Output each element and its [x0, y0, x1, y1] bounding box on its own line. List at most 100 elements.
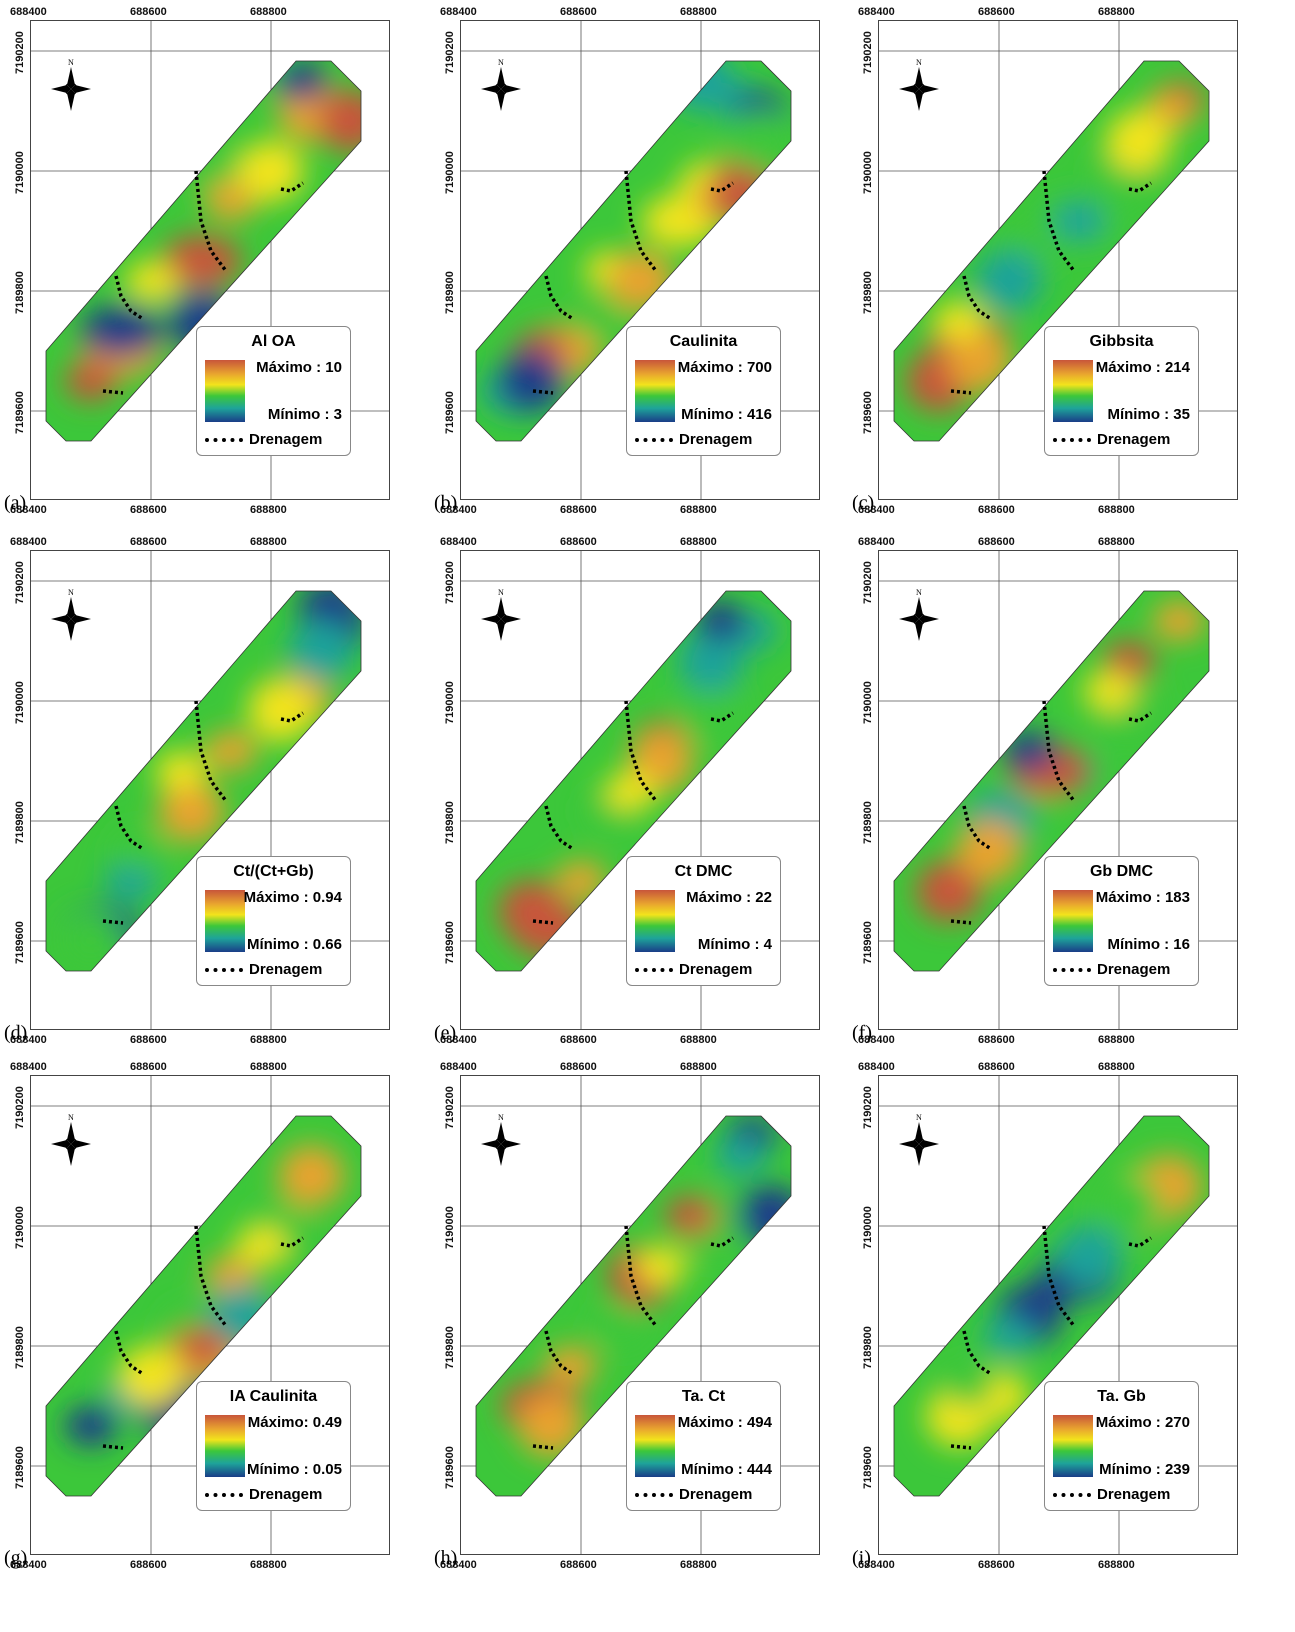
panel-letter: (a) [4, 492, 27, 514]
legend-min: Mínimo : 16 [1107, 936, 1190, 953]
drainage-lines [532, 700, 734, 925]
legend-box: IA Caulinita Máximo: 0.49 Mínimo : 0.05 Dre… [196, 1381, 351, 1511]
y-tick-label: 7190000 [14, 151, 26, 194]
map-panel: 688400 688400 688600 688600 688800 688800 7190… [0, 1055, 410, 1575]
north-arrow-icon: N [899, 1113, 939, 1166]
drainage-lines [950, 1225, 1152, 1450]
legend-title: Caulinita [669, 333, 738, 350]
legend-min: Mínimo : 239 [1099, 1461, 1190, 1478]
legend-max: Máximo : 494 [677, 1414, 772, 1431]
legend-min: Mínimo : 416 [681, 406, 772, 423]
drainage-label: Drenagem [249, 431, 323, 448]
legend-drainage: Drenagem [1053, 431, 1170, 448]
y-tick-label: 7189600 [444, 921, 456, 964]
x-tick-label: 688400 [440, 6, 477, 18]
map-frame: N Al OA Máximo : 10 Mínimo : 3 Drenagem [30, 20, 390, 500]
panel-letter: (i) [852, 1547, 871, 1569]
y-tick-label: 7190000 [444, 681, 456, 724]
drainage-lines [532, 170, 734, 395]
drainage-label: Drenagem [1097, 961, 1171, 978]
y-tick-label: 7189800 [444, 1326, 456, 1369]
drainage-label: Drenagem [249, 961, 323, 978]
map-panel: 688400 688400 688600 688600 688800 688800 7190… [848, 0, 1258, 520]
north-label: N [916, 1113, 922, 1122]
y-tick-label: 7189800 [14, 271, 26, 314]
y-tick-label: 7189600 [862, 1446, 874, 1489]
y-tick-label: 7190000 [14, 681, 26, 724]
dotted-line-icon [1053, 1493, 1091, 1498]
x-tick-label: 688800 [1098, 536, 1135, 548]
map-panel: 688400 688400 688600 688600 688800 688800 7190… [430, 530, 840, 1050]
x-tick-label: 688600 [560, 504, 597, 516]
map-canvas: N [879, 21, 1237, 499]
panel-letter: (b) [434, 492, 458, 514]
color-ramp [635, 360, 675, 422]
dotted-line-icon [635, 968, 673, 973]
legend-min: Mínimo : 35 [1107, 406, 1190, 423]
x-tick-label: 688800 [250, 1061, 287, 1073]
legend-max: Máximo : 22 [686, 889, 772, 906]
drainage-lines [950, 700, 1152, 925]
panel-letter: (f) [852, 1022, 872, 1044]
color-ramp [1053, 360, 1093, 422]
legend-max: Máximo : 270 [1095, 1414, 1190, 1431]
x-tick-label: 688400 [858, 1061, 895, 1073]
legend-min: Mínimo : 0.66 [246, 936, 342, 953]
x-tick-label: 688400 [10, 1559, 47, 1571]
x-tick-label: 688800 [250, 536, 287, 548]
north-label: N [916, 588, 922, 597]
x-tick-label: 688800 [250, 6, 287, 18]
north-label: N [498, 58, 504, 67]
drainage-lines [950, 170, 1152, 395]
x-tick-label: 688800 [680, 1034, 717, 1046]
y-tick-label: 7189800 [862, 1326, 874, 1369]
color-ramp [205, 360, 245, 422]
dotted-line-icon [635, 438, 673, 443]
drainage-lines [102, 700, 304, 925]
y-tick-label: 7190200 [14, 31, 26, 74]
x-tick-label: 688400 [440, 1034, 477, 1046]
dotted-line-icon [635, 1493, 673, 1498]
map-panel: 688400 688400 688600 688600 688800 688800 7190… [0, 530, 410, 1050]
drainage-lines [102, 1225, 304, 1450]
y-tick-label: 7189800 [444, 801, 456, 844]
map-frame: N Ct/(Ct+Gb) Máximo : 0.94 Mínimo : 0.66 Dre… [30, 550, 390, 1030]
legend-title: Ct/(Ct+Gb) [233, 863, 314, 880]
panel-letter: (d) [4, 1022, 28, 1044]
color-ramp [1053, 1415, 1093, 1477]
legend-drainage: Drenagem [1053, 961, 1170, 978]
x-tick-label: 688800 [250, 1559, 287, 1571]
north-arrow-icon: N [51, 58, 91, 111]
north-arrow-icon: N [481, 1113, 521, 1166]
x-tick-label: 688800 [1098, 1559, 1135, 1571]
legend-min: Mínimo : 0.05 [246, 1461, 342, 1478]
legend-drainage: Drenagem [205, 961, 322, 978]
legend-drainage: Drenagem [1053, 1486, 1170, 1503]
drainage-label: Drenagem [679, 961, 753, 978]
study-area-field [46, 591, 361, 971]
color-ramp [205, 890, 245, 952]
legend-title: IA Caulinita [229, 1388, 318, 1405]
study-area-field [894, 591, 1209, 971]
map-panel: 688400 688400 688600 688600 688800 688800 7190… [430, 0, 840, 520]
x-tick-label: 688400 [858, 1559, 895, 1571]
y-tick-label: 7190000 [862, 151, 874, 194]
x-tick-label: 688600 [560, 1034, 597, 1046]
y-tick-label: 7189800 [14, 1326, 26, 1369]
y-tick-label: 7189800 [444, 271, 456, 314]
north-arrow-icon: N [51, 588, 91, 641]
legend-drainage: Drenagem [635, 431, 752, 448]
legend-max: Máximo : 10 [256, 359, 342, 376]
x-tick-label: 688600 [560, 1061, 597, 1073]
x-tick-label: 688600 [978, 1034, 1015, 1046]
y-tick-label: 7189600 [14, 921, 26, 964]
legend-title: Gibbsita [1089, 333, 1154, 350]
x-tick-label: 688800 [1098, 6, 1135, 18]
x-tick-label: 688600 [130, 1061, 167, 1073]
x-tick-label: 688400 [10, 1034, 47, 1046]
legend-box: Caulinita Máximo : 700 Mínimo : 416 Drenage… [626, 326, 781, 456]
color-ramp [1053, 890, 1093, 952]
y-tick-label: 7190200 [14, 1086, 26, 1129]
north-label: N [68, 588, 74, 597]
panel-letter: (e) [434, 1022, 457, 1044]
